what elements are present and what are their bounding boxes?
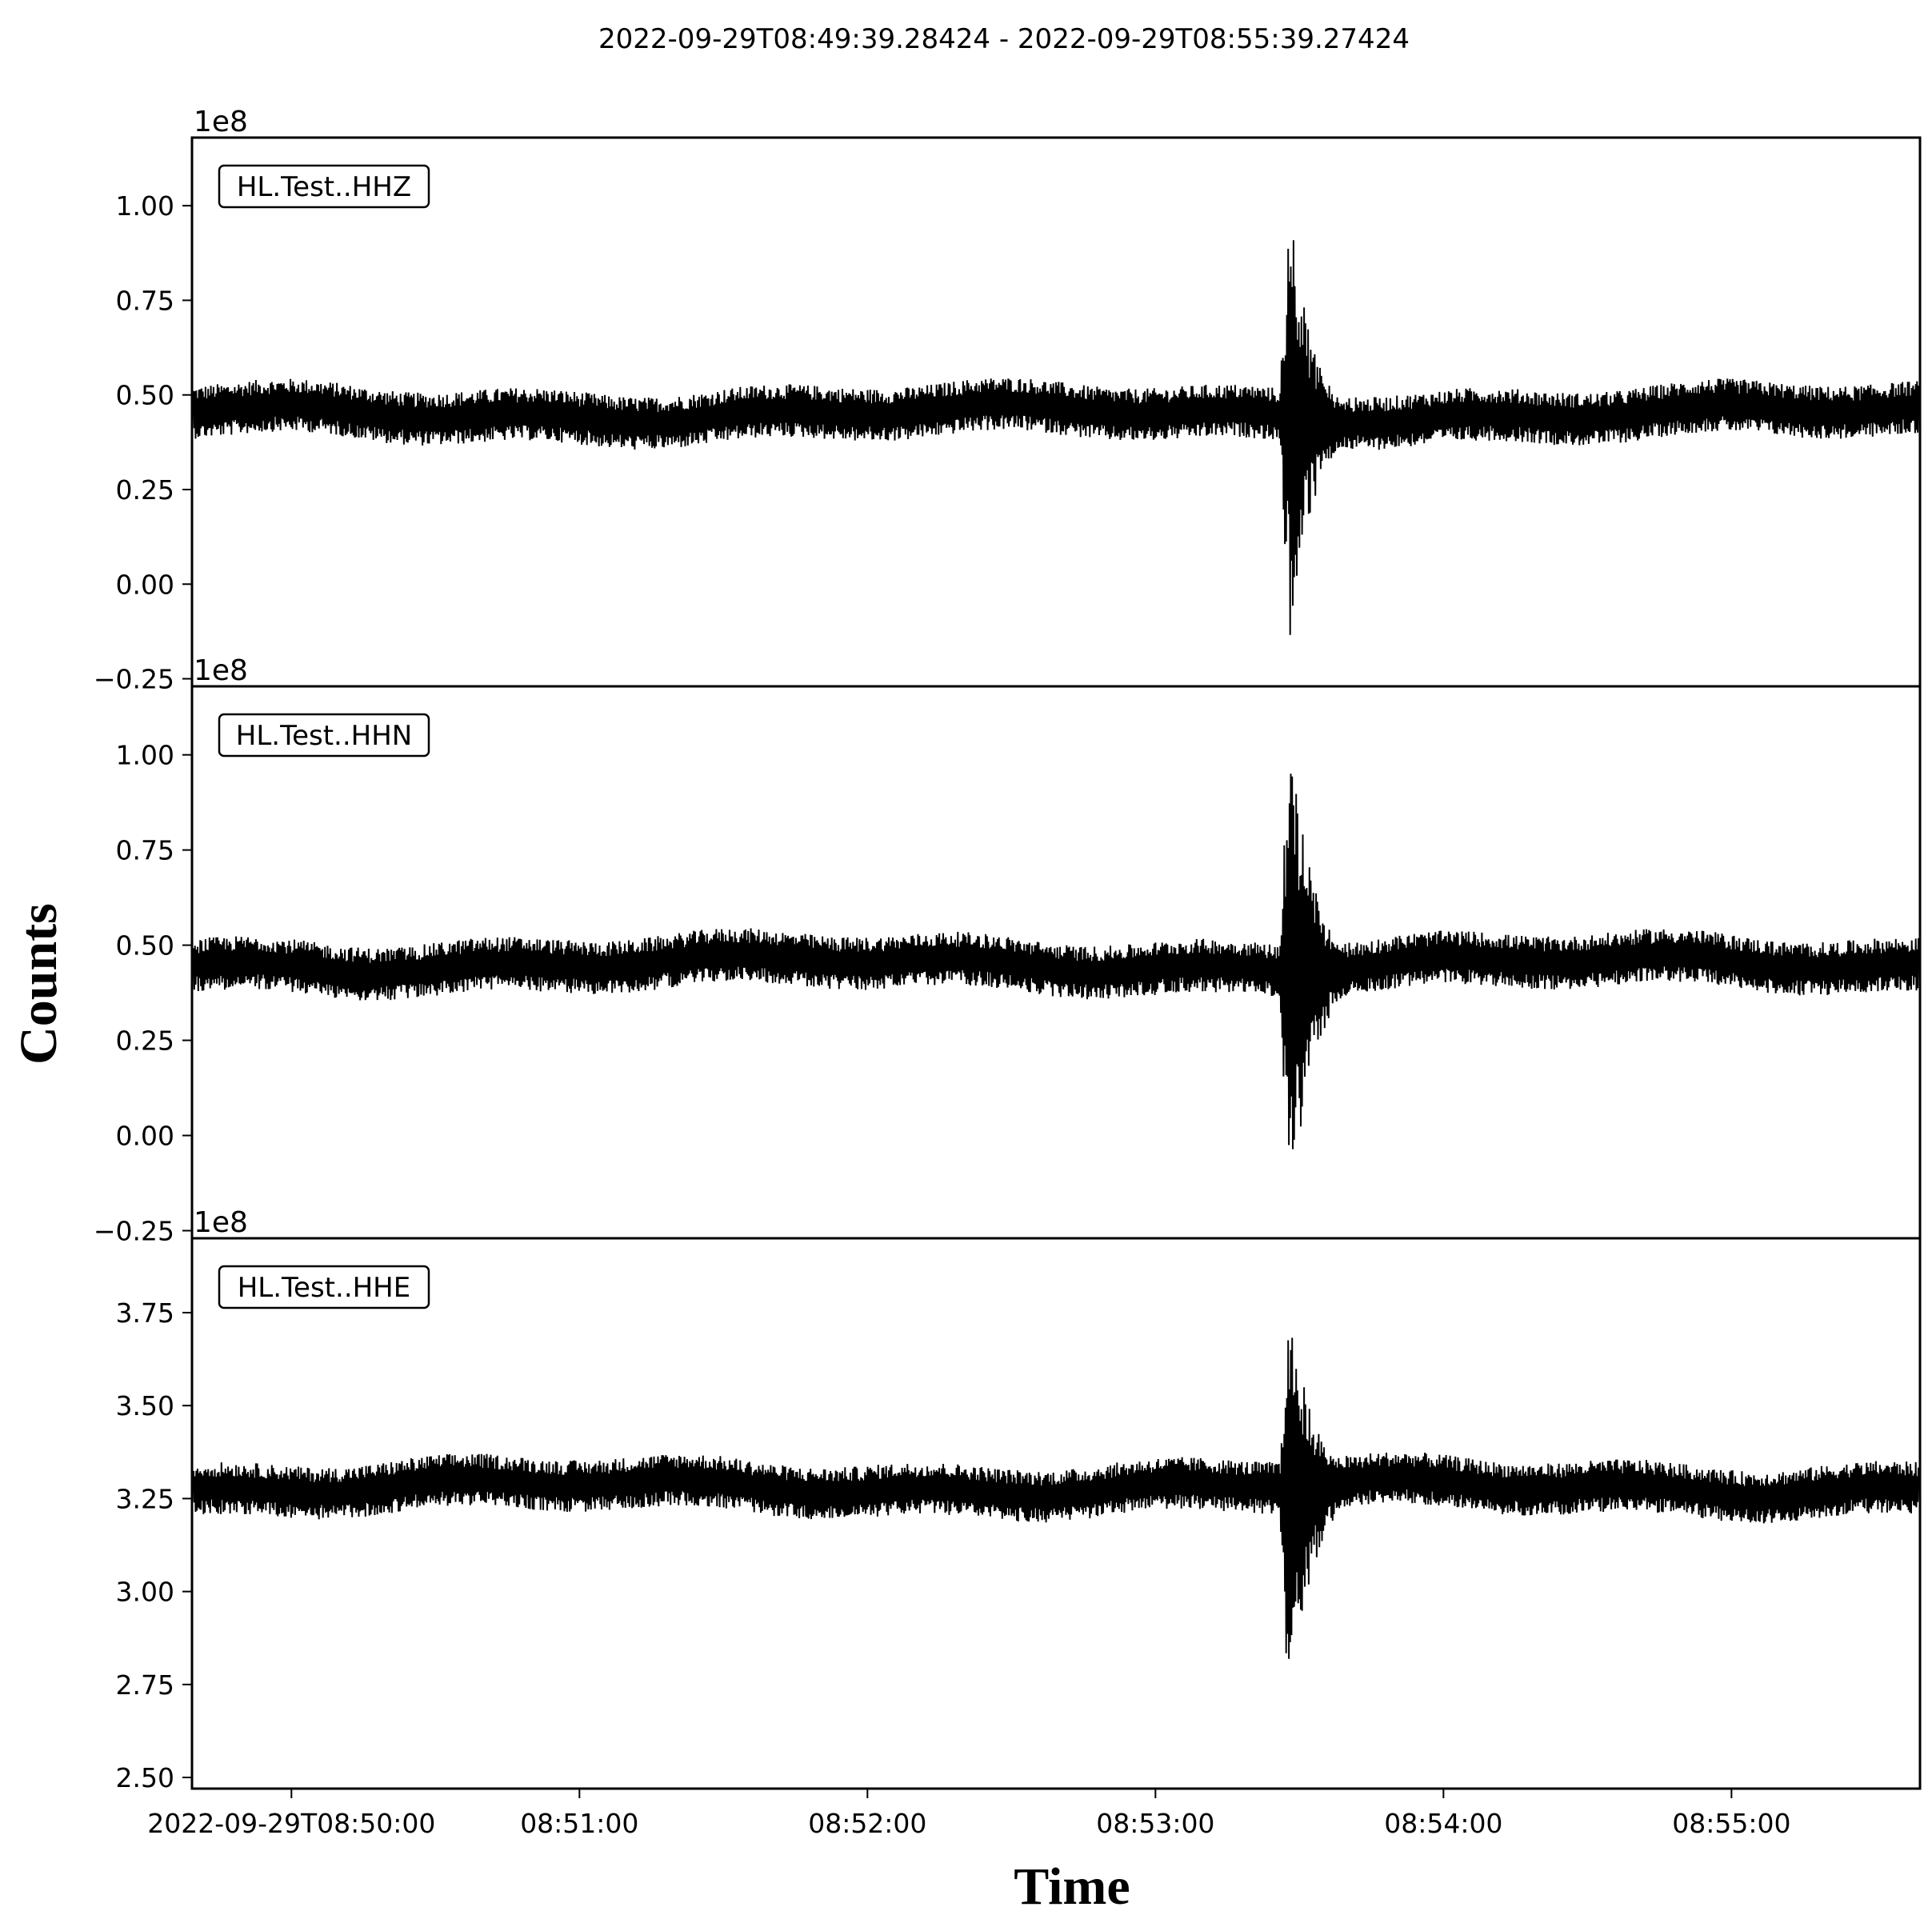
y-offset-label: 1e8	[194, 654, 248, 687]
y-tick-label: −0.25	[94, 1215, 174, 1246]
legend-label: HL.Test..HHZ	[237, 171, 411, 203]
y-tick-label: 1.00	[116, 740, 174, 771]
x-axis: 2022-09-29T08:50:00 08:51:00 08:52:00 08:53…	[147, 1789, 1790, 1839]
y-offset-label: 1e8	[194, 106, 248, 138]
legend-label: HL.Test..HHE	[238, 1272, 411, 1304]
y-tick-label: 3.25	[116, 1483, 174, 1514]
legend-box	[218, 713, 430, 758]
x-tick-label: 08:52:00	[808, 1808, 926, 1839]
y-tick-label: 0.75	[116, 835, 174, 866]
y-tick-label: 0.00	[116, 1121, 174, 1152]
y-axis-label: Counts	[10, 903, 68, 1065]
panel-3: 2.50 2.75 3.00 3.25 3.50 3.75 1e8 HL.Test..HHE	[116, 1206, 1922, 1793]
legend-label: HL.Test..HHN	[236, 720, 412, 752]
panels-group: −0.25 0.00 0.25 0.50 0.75 1.00 1e8 HL.Test..HHZ…	[94, 106, 1922, 1793]
y-tick-label: 0.00	[116, 569, 174, 600]
y-tick-label: 3.00	[116, 1577, 174, 1608]
y-tick-label: 2.50	[116, 1762, 174, 1793]
panel-frame	[190, 1237, 1922, 1790]
y-tick-label: 0.25	[116, 1025, 174, 1057]
x-tick-label: 2022-09-29T08:50:00	[147, 1808, 435, 1839]
waveform-HL.Test..HHN	[193, 774, 1919, 1149]
y-tick-label: −0.25	[94, 664, 174, 695]
chart-title: 2022-09-29T08:49:39.28424 - 2022-09-29T0…	[598, 23, 1410, 55]
y-tick-label: 0.50	[116, 380, 174, 411]
y-tick-label: 1.00	[116, 190, 174, 222]
x-tick-label: 08:54:00	[1384, 1808, 1502, 1839]
waveform-HL.Test..HHZ	[193, 240, 1919, 635]
panel-1: −0.25 0.00 0.25 0.50 0.75 1.00 1e8 HL.Test..HHZ	[94, 106, 1922, 695]
y-tick-label: 0.50	[116, 930, 174, 962]
y-tick-label: 0.75	[116, 285, 174, 316]
y-tick-label: 3.75	[116, 1297, 174, 1329]
waveform-HL.Test..HHE	[193, 1337, 1919, 1659]
y-offset-label: 1e8	[194, 1206, 248, 1239]
y-tick-label: 3.50	[116, 1390, 174, 1421]
panel-2: −0.25 0.00 0.25 0.50 0.75 1.00 1e8 HL.Test..HHN	[94, 654, 1922, 1246]
x-tick-label: 08:51:00	[520, 1808, 638, 1839]
x-tick-label: 08:55:00	[1672, 1808, 1790, 1839]
legend-box	[218, 164, 430, 209]
x-tick-label: 08:53:00	[1096, 1808, 1214, 1839]
y-tick-label: 2.75	[116, 1669, 174, 1701]
y-tick-label: 0.25	[116, 474, 174, 506]
x-axis-label: Time	[1014, 1857, 1130, 1916]
legend-box	[218, 1265, 430, 1309]
